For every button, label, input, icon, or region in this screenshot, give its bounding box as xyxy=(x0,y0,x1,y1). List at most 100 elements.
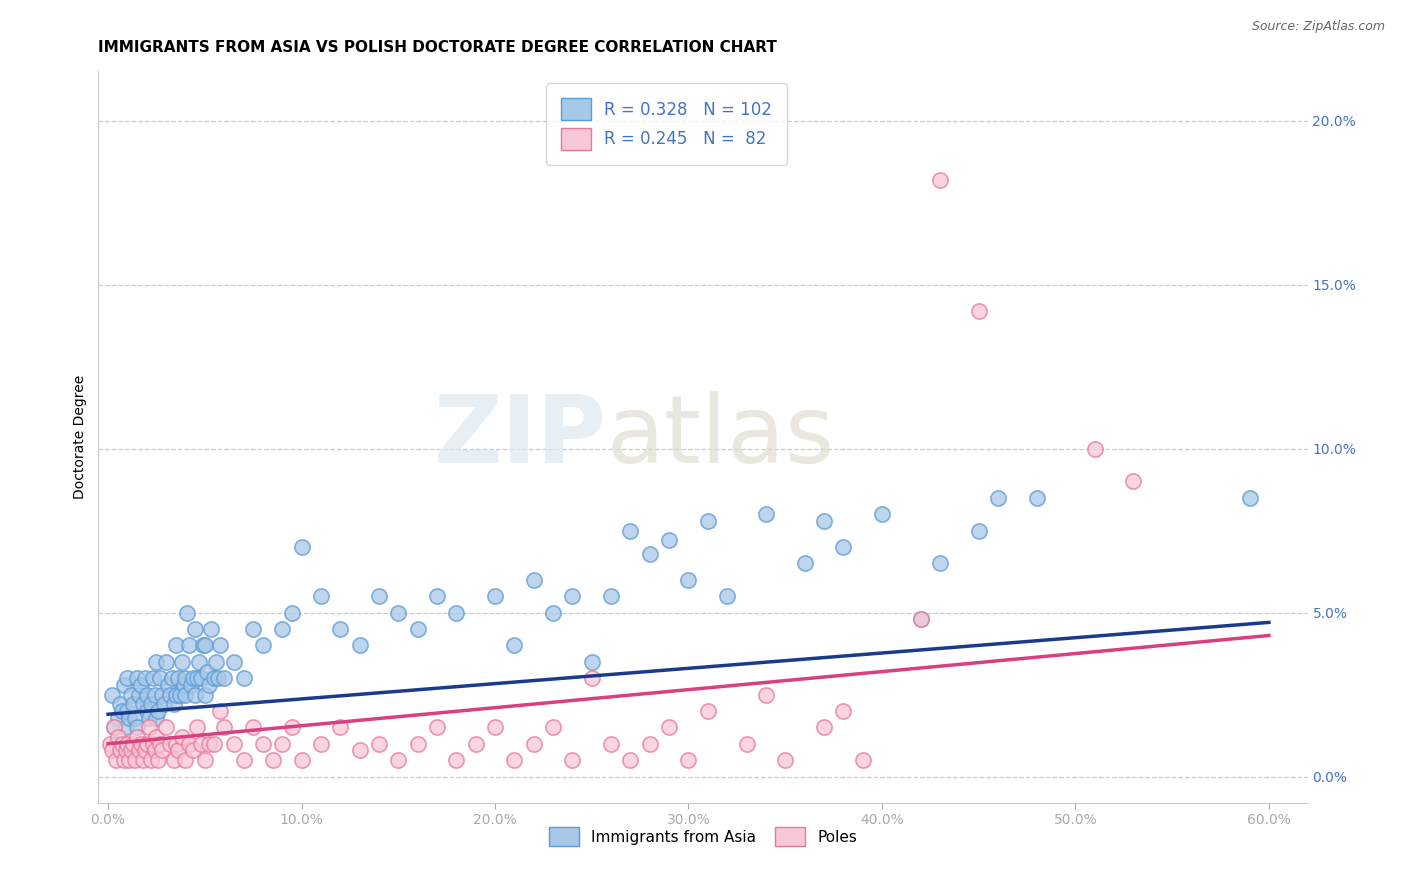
Point xyxy=(138,720,160,734)
Point xyxy=(179,737,201,751)
Point xyxy=(155,655,177,669)
Point xyxy=(204,737,226,751)
Point xyxy=(281,720,304,734)
Point xyxy=(832,704,855,718)
Point xyxy=(541,606,564,620)
Point xyxy=(166,743,188,757)
Point xyxy=(117,671,139,685)
Point xyxy=(290,540,312,554)
Point xyxy=(658,720,681,734)
Point xyxy=(104,737,127,751)
Point xyxy=(118,753,141,767)
Point xyxy=(523,573,546,587)
Point xyxy=(128,688,150,702)
Point xyxy=(129,678,152,692)
Point xyxy=(107,710,129,724)
Point xyxy=(112,753,135,767)
Point xyxy=(163,698,186,712)
Legend: Immigrants from Asia, Poles: Immigrants from Asia, Poles xyxy=(541,820,865,854)
Point xyxy=(129,737,152,751)
Point xyxy=(929,172,952,186)
Point xyxy=(581,671,603,685)
Point xyxy=(194,638,217,652)
Point xyxy=(135,737,157,751)
Point xyxy=(793,557,815,571)
Point xyxy=(368,737,391,751)
Point xyxy=(139,753,162,767)
Point xyxy=(678,753,700,767)
Point xyxy=(101,688,124,702)
Point xyxy=(222,655,245,669)
Point xyxy=(852,753,875,767)
Point xyxy=(262,753,284,767)
Point xyxy=(406,622,429,636)
Point xyxy=(1084,442,1107,456)
Text: ZIP: ZIP xyxy=(433,391,606,483)
Point xyxy=(127,720,149,734)
Point xyxy=(143,688,166,702)
Point xyxy=(160,671,183,685)
Point xyxy=(179,638,201,652)
Point xyxy=(242,720,264,734)
Point xyxy=(114,743,136,757)
Point xyxy=(755,688,778,702)
Point xyxy=(716,589,738,603)
Point xyxy=(145,710,167,724)
Point xyxy=(387,606,409,620)
Point xyxy=(523,737,546,751)
Point xyxy=(122,737,145,751)
Point xyxy=(184,688,207,702)
Point xyxy=(194,753,217,767)
Point xyxy=(252,638,274,652)
Point xyxy=(207,671,229,685)
Point xyxy=(222,737,245,751)
Point xyxy=(174,671,197,685)
Point xyxy=(619,524,641,538)
Point xyxy=(127,730,149,744)
Point xyxy=(104,753,127,767)
Point xyxy=(910,612,932,626)
Point xyxy=(127,671,149,685)
Point xyxy=(103,720,125,734)
Point xyxy=(188,655,211,669)
Point xyxy=(349,743,371,757)
Point xyxy=(349,638,371,652)
Point xyxy=(773,753,796,767)
Point xyxy=(108,698,131,712)
Point xyxy=(232,671,254,685)
Point xyxy=(290,753,312,767)
Point xyxy=(242,622,264,636)
Point xyxy=(157,678,180,692)
Text: atlas: atlas xyxy=(606,391,835,483)
Point xyxy=(212,720,235,734)
Point xyxy=(987,491,1010,505)
Point xyxy=(1239,491,1261,505)
Point xyxy=(464,737,486,751)
Text: Source: ZipAtlas.com: Source: ZipAtlas.com xyxy=(1251,20,1385,33)
Point xyxy=(195,665,218,679)
Point xyxy=(139,698,162,712)
Point xyxy=(309,589,332,603)
Y-axis label: Doctorate Degree: Doctorate Degree xyxy=(73,375,87,500)
Point xyxy=(638,547,661,561)
Point xyxy=(426,720,449,734)
Point xyxy=(165,638,187,652)
Point xyxy=(135,688,157,702)
Point xyxy=(149,671,172,685)
Point xyxy=(696,514,718,528)
Point xyxy=(205,655,228,669)
Point xyxy=(174,753,197,767)
Point xyxy=(117,704,139,718)
Point xyxy=(184,622,207,636)
Point xyxy=(135,704,157,718)
Point xyxy=(159,737,181,751)
Point xyxy=(108,743,131,757)
Point xyxy=(170,655,193,669)
Point xyxy=(118,710,141,724)
Point xyxy=(191,638,214,652)
Point xyxy=(658,533,681,548)
Point xyxy=(181,743,204,757)
Point xyxy=(600,737,623,751)
Point xyxy=(150,688,173,702)
Point xyxy=(169,688,191,702)
